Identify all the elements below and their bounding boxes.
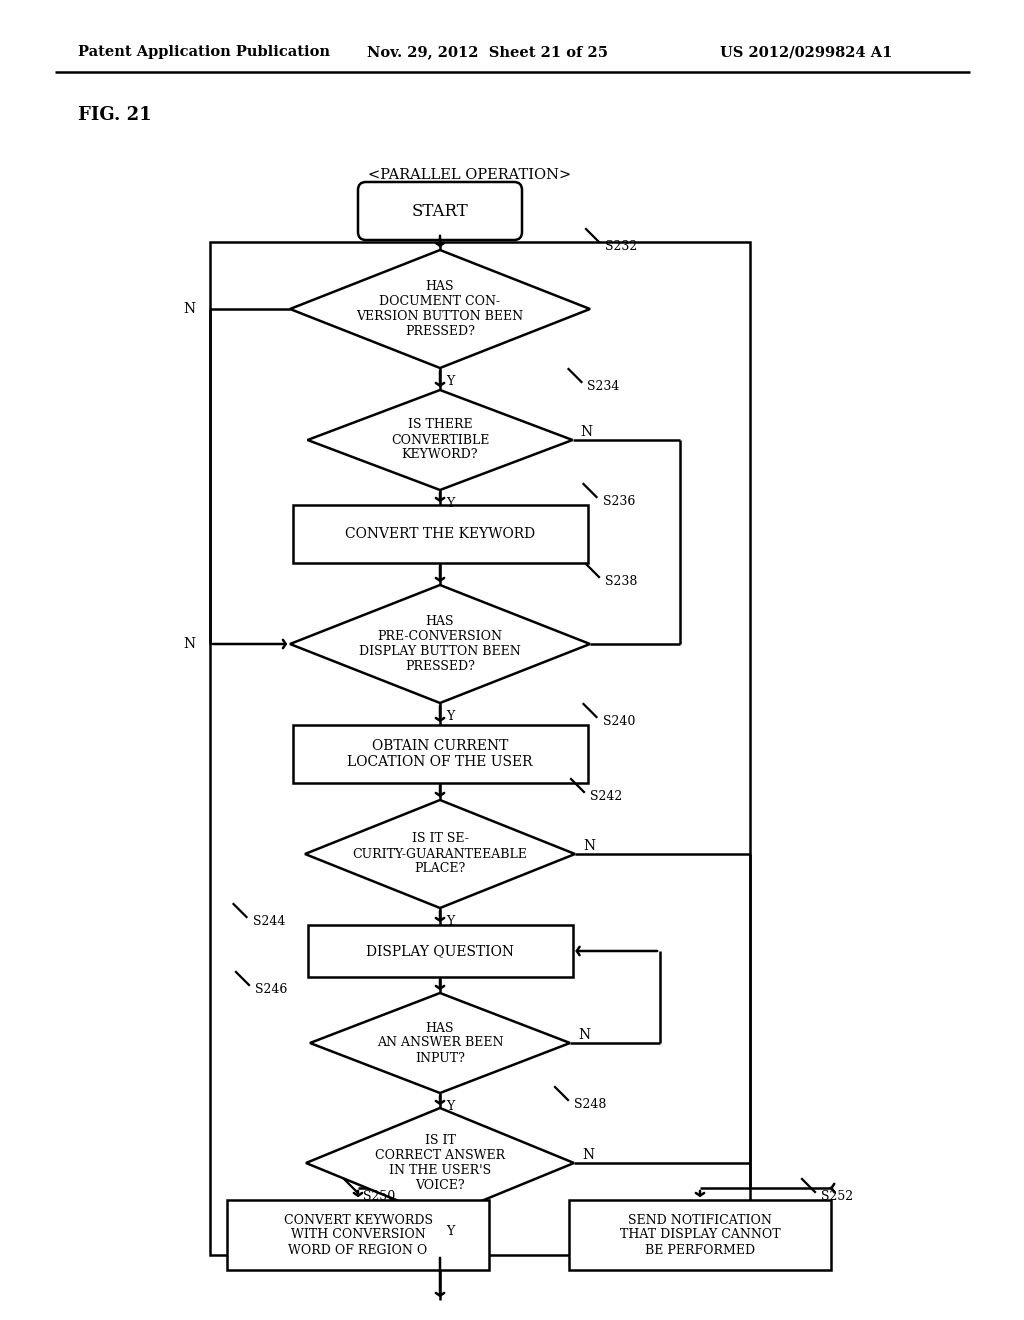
Text: IS IT SE-
CURITY-GUARANTEEABLE
PLACE?: IS IT SE- CURITY-GUARANTEEABLE PLACE?	[352, 833, 527, 875]
Text: Patent Application Publication: Patent Application Publication	[78, 45, 330, 59]
Text: N: N	[183, 638, 195, 651]
Text: HAS
DOCUMENT CON-
VERSION BUTTON BEEN
PRESSED?: HAS DOCUMENT CON- VERSION BUTTON BEEN PR…	[356, 280, 523, 338]
Text: S232: S232	[605, 240, 637, 253]
Text: Y: Y	[446, 710, 455, 723]
Text: S238: S238	[605, 576, 637, 587]
Text: N: N	[581, 425, 593, 440]
Text: S250: S250	[362, 1191, 395, 1203]
Text: <PARALLEL OPERATION>: <PARALLEL OPERATION>	[369, 168, 571, 182]
Polygon shape	[290, 585, 590, 704]
Polygon shape	[310, 993, 570, 1093]
Text: FIG. 21: FIG. 21	[78, 106, 152, 124]
Text: HAS
AN ANSWER BEEN
INPUT?: HAS AN ANSWER BEEN INPUT?	[377, 1022, 503, 1064]
Text: SEND NOTIFICATION
THAT DISPLAY CANNOT
BE PERFORMED: SEND NOTIFICATION THAT DISPLAY CANNOT BE…	[620, 1213, 780, 1257]
Text: N: N	[583, 840, 595, 853]
Text: US 2012/0299824 A1: US 2012/0299824 A1	[720, 45, 892, 59]
Text: START: START	[412, 202, 468, 219]
Text: S246: S246	[255, 983, 288, 997]
Text: N: N	[578, 1028, 590, 1041]
Bar	[210, 242, 750, 1255]
Polygon shape	[307, 389, 572, 490]
FancyBboxPatch shape	[358, 182, 522, 240]
Bar	[227, 1200, 489, 1270]
Polygon shape	[306, 1107, 574, 1218]
Bar	[307, 925, 572, 977]
Text: S234: S234	[588, 380, 620, 393]
Text: IS THERE
CONVERTIBLE
KEYWORD?: IS THERE CONVERTIBLE KEYWORD?	[391, 418, 489, 462]
Text: HAS
PRE-CONVERSION
DISPLAY BUTTON BEEN
PRESSED?: HAS PRE-CONVERSION DISPLAY BUTTON BEEN P…	[359, 615, 521, 673]
Text: N: N	[183, 302, 195, 315]
Bar	[293, 506, 588, 564]
Text: S240: S240	[602, 715, 635, 729]
Text: Y: Y	[446, 375, 455, 388]
Text: S236: S236	[602, 495, 635, 508]
Text: Y: Y	[446, 498, 455, 510]
Text: Nov. 29, 2012  Sheet 21 of 25: Nov. 29, 2012 Sheet 21 of 25	[367, 45, 608, 59]
Text: S252: S252	[821, 1191, 853, 1203]
Text: Y: Y	[446, 1100, 455, 1113]
Text: S242: S242	[590, 789, 623, 803]
Text: DISPLAY QUESTION: DISPLAY QUESTION	[366, 944, 514, 958]
Text: S248: S248	[574, 1098, 606, 1111]
Text: CONVERT THE KEYWORD: CONVERT THE KEYWORD	[345, 527, 536, 541]
Text: IS IT
CORRECT ANSWER
IN THE USER'S
VOICE?: IS IT CORRECT ANSWER IN THE USER'S VOICE…	[375, 1134, 505, 1192]
Polygon shape	[305, 800, 575, 908]
Text: CONVERT KEYWORDS
WITH CONVERSION
WORD OF REGION O: CONVERT KEYWORDS WITH CONVERSION WORD OF…	[284, 1213, 432, 1257]
Text: Y: Y	[446, 915, 455, 928]
Text: N: N	[582, 1148, 594, 1162]
Bar	[293, 725, 588, 783]
Polygon shape	[290, 249, 590, 368]
Text: S244: S244	[253, 915, 285, 928]
Bar	[569, 1200, 831, 1270]
Text: OBTAIN CURRENT
LOCATION OF THE USER: OBTAIN CURRENT LOCATION OF THE USER	[347, 739, 532, 770]
Text: Y: Y	[446, 1225, 455, 1238]
